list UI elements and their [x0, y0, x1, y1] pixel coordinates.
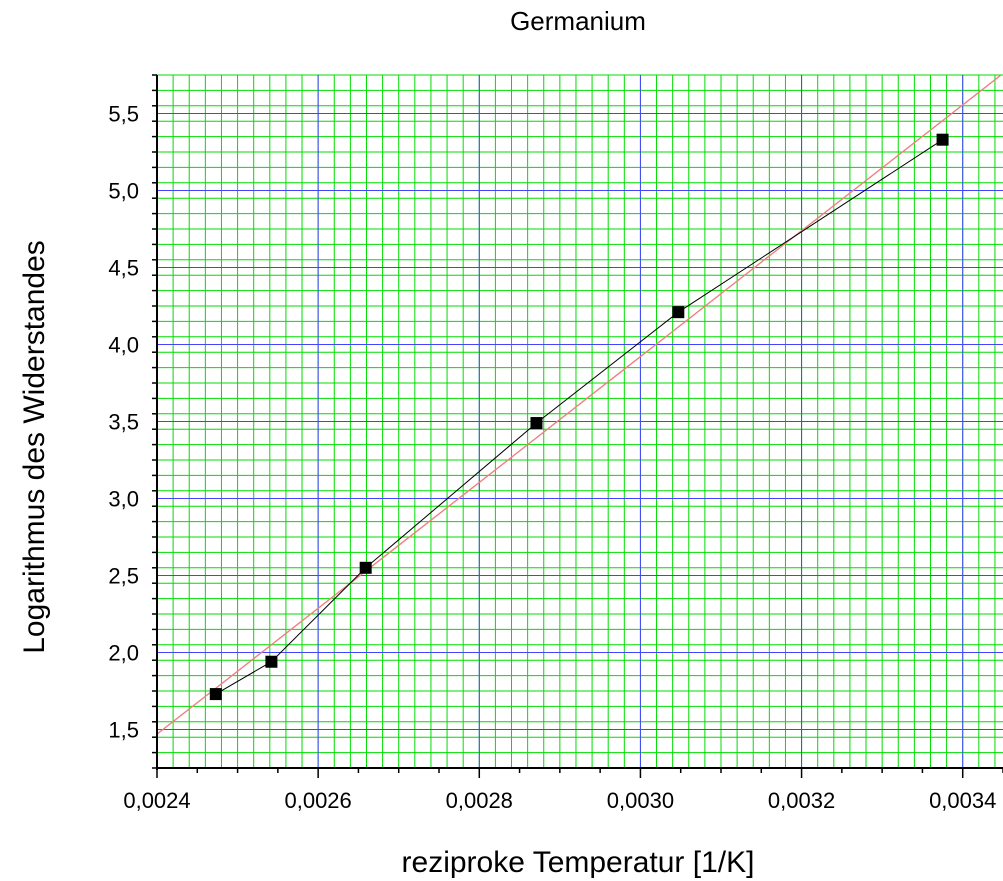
- y-tick-label: 3,5: [108, 410, 139, 435]
- data-point: [672, 306, 685, 319]
- y-tick-label: 2,0: [108, 641, 139, 666]
- x-tick-label: 0,0034: [929, 788, 996, 813]
- fit-line-layer: [157, 75, 1003, 735]
- x-tick-label: 0,0026: [284, 788, 351, 813]
- data-point: [359, 561, 372, 574]
- x-tick-labels: 0,0024 0,0026 0,0028 0,0030 0,0032 0,0034: [123, 788, 996, 813]
- data-series-layer: [209, 133, 949, 701]
- data-point: [265, 655, 278, 668]
- x-tick-label: 0,0030: [607, 788, 674, 813]
- y-tick-label: 3,0: [108, 487, 139, 512]
- data-line: [215, 139, 943, 695]
- x-tick-label: 0,0024: [123, 788, 190, 813]
- fit-line: [157, 75, 1003, 735]
- y-tick-labels: 1,5 2,0 2,5 3,0 3,5 4,0 4,5 5,0 5,5: [108, 102, 139, 743]
- y-tick-label: 4,0: [108, 333, 139, 358]
- axes: [152, 74, 1003, 778]
- x-axis-label: reziproke Temperatur [1/K]: [402, 846, 755, 879]
- y-tick-label: 5,0: [108, 179, 139, 204]
- y-tick-label: 1,5: [108, 718, 139, 743]
- x-tick-label: 0,0032: [768, 788, 835, 813]
- y-axis-label: Logarithmus des Widerstandes: [18, 240, 51, 654]
- data-point: [209, 688, 222, 701]
- x-tick-label: 0,0028: [446, 788, 513, 813]
- chart-title: Germanium: [510, 6, 646, 36]
- data-point: [530, 417, 543, 430]
- y-tick-label: 5,5: [108, 102, 139, 127]
- y-tick-label: 4,5: [108, 256, 139, 281]
- data-point: [936, 133, 949, 146]
- y-tick-label: 2,5: [108, 564, 139, 589]
